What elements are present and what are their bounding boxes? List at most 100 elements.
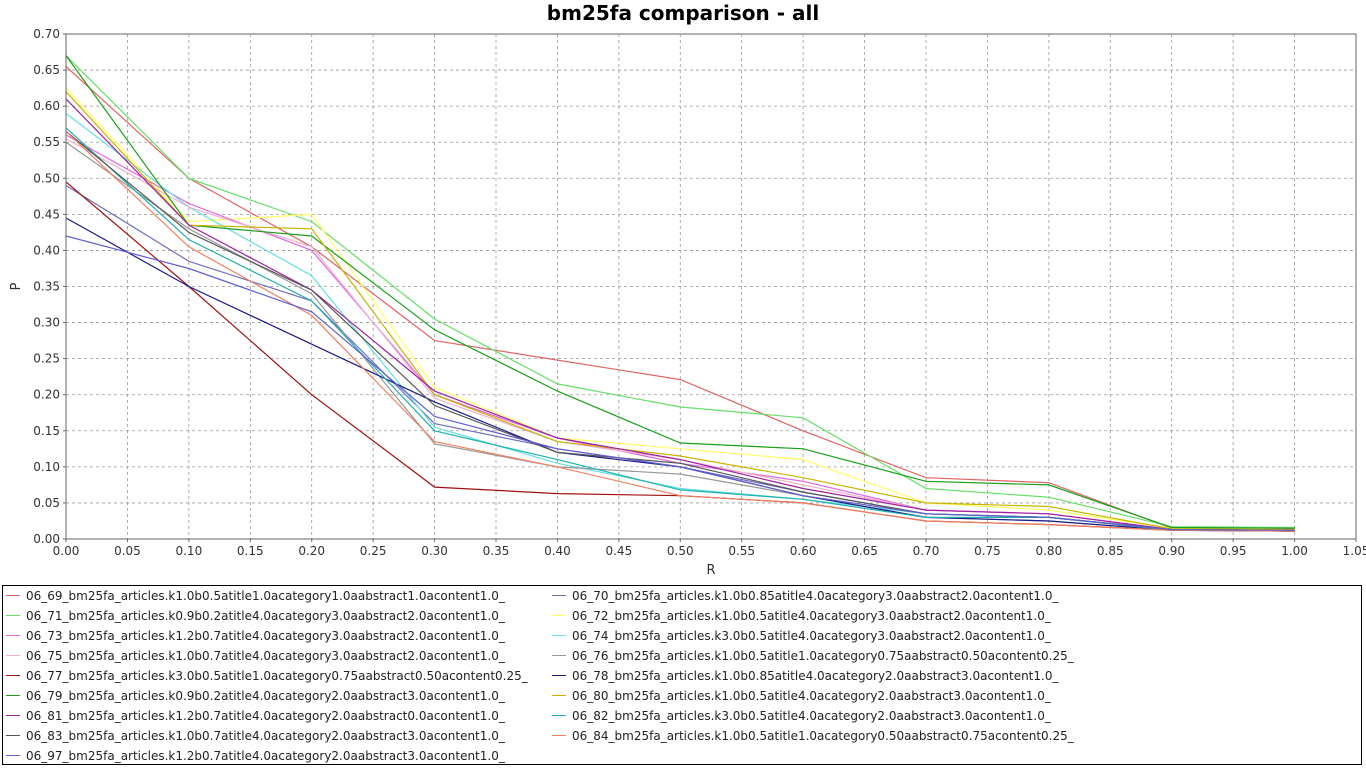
x-tick-label: 0.85 (1097, 544, 1124, 558)
x-tick-label: 0.00 (53, 544, 80, 558)
x-tick-label: 0.45 (605, 544, 632, 558)
x-tick-label: 0.15 (237, 544, 264, 558)
y-tick-label: 0.35 (33, 280, 60, 294)
legend-label: 06_82_bm25fa_articles.k3.0b0.5atitle4.0a… (572, 709, 1051, 723)
legend-swatch (6, 655, 20, 656)
series-line-06_97 (65, 235, 1295, 531)
x-tick-label: 0.35 (483, 544, 510, 558)
legend-label: 06_78_bm25fa_articles.k1.0b0.85atitle4.0… (572, 669, 1059, 683)
x-tick-label: 0.40 (544, 544, 571, 558)
legend-item: 06_77_bm25fa_articles.k3.0b0.5atitle1.0a… (6, 666, 528, 686)
legend-swatch (552, 655, 566, 656)
legend-label: 06_84_bm25fa_articles.k1.0b0.5atitle1.0a… (572, 729, 1074, 743)
x-tick-label: 0.55 (728, 544, 755, 558)
x-tick-label: 0.05 (114, 544, 141, 558)
y-tick-label: 0.50 (33, 171, 60, 185)
y-tick-label: 0.55 (33, 135, 60, 149)
legend-item: 06_76_bm25fa_articles.k1.0b0.5atitle1.0a… (552, 646, 1074, 666)
legend-swatch (552, 635, 566, 636)
legend-item: 06_78_bm25fa_articles.k1.0b0.85atitle4.0… (552, 666, 1058, 686)
x-tick-label: 0.25 (360, 544, 387, 558)
legend-label: 06_74_bm25fa_articles.k3.0b0.5atitle4.0a… (572, 629, 1051, 643)
legend-label: 06_76_bm25fa_articles.k1.0b0.5atitle1.0a… (572, 649, 1074, 663)
legend-item: 06_83_bm25fa_articles.k1.0b0.7atitle4.0a… (6, 726, 505, 746)
series-line-06_72 (65, 87, 1295, 531)
legend-swatch (552, 675, 566, 676)
legend-swatch (6, 635, 20, 636)
grid-layer (65, 33, 1357, 540)
y-tick-label: 0.00 (33, 532, 60, 546)
x-tick-label: 0.20 (298, 544, 325, 558)
legend-label: 06_97_bm25fa_articles.k1.2b0.7atitle4.0a… (26, 749, 505, 763)
y-tick-label: 0.05 (33, 496, 60, 510)
x-tick-label: 0.90 (1158, 544, 1185, 558)
legend-label: 06_83_bm25fa_articles.k1.0b0.7atitle4.0a… (26, 729, 505, 743)
legend-item: 06_82_bm25fa_articles.k3.0b0.5atitle4.0a… (552, 706, 1051, 726)
legend-swatch (552, 715, 566, 716)
series-line-06_79 (65, 55, 1295, 529)
legend-label: 06_75_bm25fa_articles.k1.0b0.7atitle4.0a… (26, 649, 505, 663)
y-tick-label: 0.60 (33, 99, 60, 113)
legend-item: 06_73_bm25fa_articles.k1.2b0.7atitle4.0a… (6, 626, 505, 646)
legend-item: 06_70_bm25fa_articles.k1.0b0.85atitle4.0… (552, 586, 1058, 606)
y-tick-label: 0.65 (33, 63, 60, 77)
legend-label: 06_79_bm25fa_articles.k0.9b0.2atitle4.0a… (26, 689, 505, 703)
legend-label: 06_72_bm25fa_articles.k1.0b0.5atitle4.0a… (572, 609, 1051, 623)
x-tick-label: 1.05 (1343, 544, 1366, 558)
y-axis-label: P (9, 282, 24, 290)
legend-swatch (6, 615, 20, 616)
legend-swatch (552, 695, 566, 696)
x-tick-label: 0.95 (1220, 544, 1247, 558)
y-tick-label: 0.10 (33, 460, 60, 474)
legend-item: 06_81_bm25fa_articles.k1.2b0.7atitle4.0a… (6, 706, 505, 726)
legend-swatch (6, 595, 20, 596)
legend-swatch (6, 735, 20, 736)
series-line-06_73 (65, 134, 1295, 531)
x-tick-label: 0.75 (974, 544, 1001, 558)
legend-swatch (6, 755, 20, 756)
y-tick-label: 0.25 (33, 352, 60, 366)
legend-label: 06_73_bm25fa_articles.k1.2b0.7atitle4.0a… (26, 629, 505, 643)
series-line-06_81 (65, 98, 1295, 531)
legend-swatch (552, 615, 566, 616)
x-axis-label: R (706, 563, 715, 578)
legend-label: 06_80_bm25fa_articles.k1.0b0.5atitle4.0a… (572, 689, 1051, 703)
y-tick-label: 0.15 (33, 424, 60, 438)
legend-item: 06_84_bm25fa_articles.k1.0b0.5atitle1.0a… (552, 726, 1074, 746)
tick-layer: 0.00 0.05 0.10 0.15 0.20 0.25 0.30 0.35 0.40 0.45… (33, 27, 1366, 558)
y-tick-label: 0.20 (33, 388, 60, 402)
x-tick-label: 0.10 (175, 544, 202, 558)
legend-item: 06_75_bm25fa_articles.k1.0b0.7atitle4.0a… (6, 646, 505, 666)
x-tick-label: 0.60 (790, 544, 817, 558)
legend-swatch (6, 675, 20, 676)
y-tick-label: 0.70 (33, 27, 60, 41)
legend-item: 06_74_bm25fa_articles.k3.0b0.5atitle4.0a… (552, 626, 1051, 646)
legend-item: 06_97_bm25fa_articles.k1.2b0.7atitle4.0a… (6, 746, 505, 766)
legend-swatch (6, 715, 20, 716)
chart-title: bm25fa comparison - all (546, 1, 820, 25)
series-line-06_69 (65, 66, 1295, 530)
x-tick-label: 0.50 (667, 544, 694, 558)
x-tick-label: 1.00 (1281, 544, 1308, 558)
legend-label: 06_71_bm25fa_articles.k0.9b0.2atitle4.0a… (26, 609, 505, 623)
series-line-06_80 (65, 91, 1295, 531)
legend-label: 06_70_bm25fa_articles.k1.0b0.85atitle4.0… (572, 589, 1059, 603)
y-tick-label: 0.40 (33, 243, 60, 257)
series-layer (65, 55, 1295, 532)
legend-label: 06_69_bm25fa_articles.k1.0b0.5atitle1.0a… (26, 589, 505, 603)
y-tick-label: 0.45 (33, 207, 60, 221)
legend-item: 06_80_bm25fa_articles.k1.0b0.5atitle4.0a… (552, 686, 1051, 706)
y-tick-label: 0.30 (33, 316, 60, 330)
chart-plot: 0.00 0.05 0.10 0.15 0.20 0.25 0.30 0.35 0.40 0.45… (9, 27, 1366, 578)
legend-label: 06_81_bm25fa_articles.k1.2b0.7atitle4.0a… (26, 709, 505, 723)
plot-frame (65, 33, 1357, 540)
legend-item: 06_72_bm25fa_articles.k1.0b0.5atitle4.0a… (552, 606, 1051, 626)
x-tick-label: 0.30 (421, 544, 448, 558)
series-line-06_71 (65, 55, 1295, 529)
legend-item: 06_79_bm25fa_articles.k0.9b0.2atitle4.0a… (6, 686, 505, 706)
legend-swatch (552, 595, 566, 596)
x-tick-label: 0.80 (1035, 544, 1062, 558)
legend-swatch (552, 735, 566, 736)
legend-item: 06_71_bm25fa_articles.k0.9b0.2atitle4.0a… (6, 606, 505, 626)
x-tick-label: 0.70 (913, 544, 940, 558)
